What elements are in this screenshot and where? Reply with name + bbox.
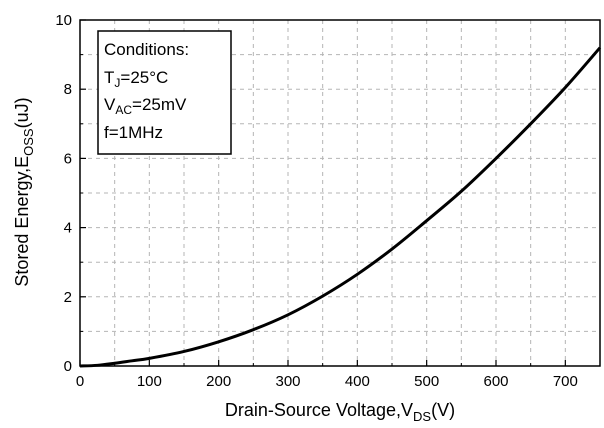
y-tick-label: 8 bbox=[64, 81, 72, 98]
condition-freq: f=1MHz bbox=[104, 123, 163, 142]
y-tick-label: 6 bbox=[64, 150, 72, 167]
conditions-box bbox=[97, 30, 232, 155]
y-tick-label: 0 bbox=[64, 358, 72, 375]
y-tick-label: 4 bbox=[64, 220, 72, 237]
x-tick-label: 400 bbox=[345, 373, 370, 390]
conditions-annotation: Conditions: TJ=25°C VAC=25mV f=1MHz bbox=[97, 30, 232, 155]
condition-tj: TJ=25°C bbox=[104, 68, 168, 90]
y-tick-label: 2 bbox=[64, 289, 72, 306]
x-tick-label: 200 bbox=[206, 373, 231, 390]
tick-layer: 0 100 200 300 400 500 600 700 0 2 4 6 8 10 bbox=[55, 12, 578, 390]
condition-vac: VAC=25mV bbox=[104, 95, 187, 117]
y-tick-label: 10 bbox=[55, 12, 72, 29]
x-tick-label: 500 bbox=[414, 373, 439, 390]
grid-layer bbox=[80, 20, 600, 366]
x-tick-label: 600 bbox=[483, 373, 508, 390]
x-tick-label: 0 bbox=[76, 373, 84, 390]
energy-curve bbox=[79, 46, 602, 368]
x-tick-label: 300 bbox=[275, 373, 300, 390]
x-tick-label: 100 bbox=[137, 373, 162, 390]
x-axis-label: Drain-Source Voltage,VDS(V) bbox=[225, 400, 455, 423]
y-axis-label: Stored Energy,EOSS(uJ) bbox=[12, 97, 36, 286]
conditions-title: Conditions: bbox=[104, 40, 189, 59]
series-layer bbox=[79, 46, 602, 368]
x-tick-label: 700 bbox=[553, 373, 578, 390]
